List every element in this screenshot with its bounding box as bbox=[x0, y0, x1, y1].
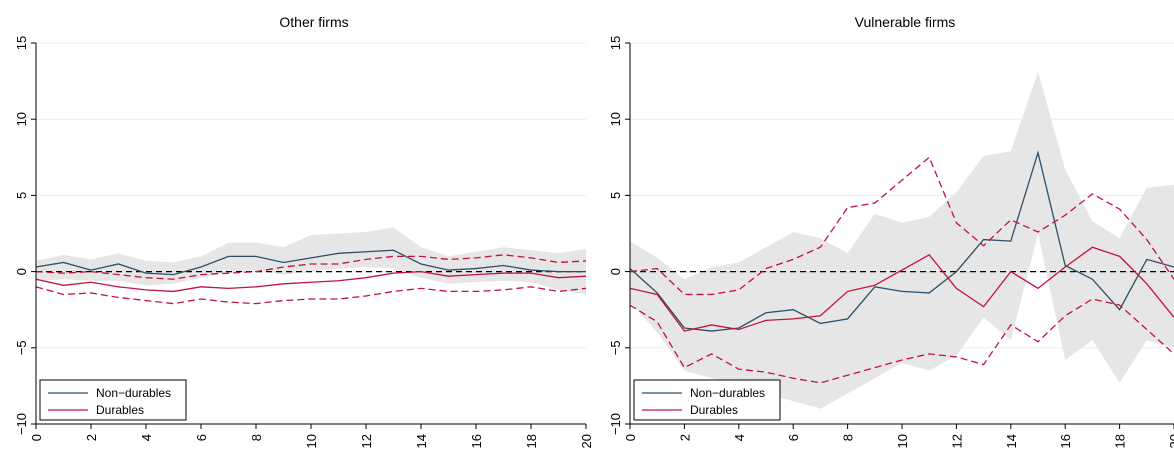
x-tick-label: 10 bbox=[304, 434, 319, 448]
plot-area bbox=[630, 71, 1174, 409]
legend: Non−durables Durables bbox=[39, 379, 187, 421]
legend: Non−durables Durables bbox=[633, 379, 781, 421]
x-tick-label: 4 bbox=[732, 434, 747, 441]
confidence-band bbox=[630, 71, 1174, 409]
x-tick-label: 18 bbox=[1113, 434, 1128, 448]
x-tick-label: 14 bbox=[1004, 434, 1019, 448]
x-tick-label: 4 bbox=[139, 434, 154, 441]
y-tick-label: 15 bbox=[14, 36, 29, 50]
x-tick-label: 18 bbox=[524, 434, 539, 448]
plot-area bbox=[36, 227, 586, 305]
x-tick-label: 2 bbox=[84, 434, 99, 441]
series-line-nondurables bbox=[36, 249, 586, 276]
legend-label-durables: Durables bbox=[690, 403, 738, 417]
y-tick-label: 0 bbox=[14, 268, 29, 275]
x-tick-label: 0 bbox=[29, 434, 44, 441]
y-tick-label: −5 bbox=[14, 340, 29, 355]
y-tick-label: 0 bbox=[608, 268, 623, 275]
series-line-durables-lower-band bbox=[630, 298, 1174, 384]
x-tick-label: 12 bbox=[949, 434, 964, 448]
y-tick-label: 15 bbox=[608, 36, 623, 50]
panel-title: Vulnerable firms bbox=[855, 14, 956, 30]
series-line-durables bbox=[36, 270, 586, 293]
confidence-band bbox=[36, 227, 586, 295]
legend-box bbox=[39, 379, 187, 421]
legend-label-nondurables: Non−durables bbox=[96, 386, 171, 400]
x-tick-label: 8 bbox=[841, 434, 856, 441]
series-line-durables-upper-band bbox=[630, 156, 1174, 296]
panel-2: −10 −5 0 5 10 15 0 2 4 6 8 10 12 14 16 18 20 Vulnerable f… bbox=[608, 14, 1174, 448]
x-tick-label: 16 bbox=[1058, 434, 1073, 448]
x-tick-label: 12 bbox=[359, 434, 374, 448]
y-tick-label: 10 bbox=[608, 112, 623, 126]
x-tick-label: 20 bbox=[579, 434, 594, 448]
x-tick-label: 6 bbox=[786, 434, 801, 441]
series-line-durables-upper-band bbox=[36, 254, 586, 280]
x-tick-label: 20 bbox=[1167, 434, 1174, 448]
series-line-nondurables bbox=[630, 150, 1174, 332]
legend-label-durables: Durables bbox=[96, 403, 144, 417]
x-tick-label: 8 bbox=[249, 434, 264, 441]
y-tick-label: −10 bbox=[14, 413, 29, 435]
panel-1: −10 −5 0 5 10 15 0 2 4 6 8 10 12 14 16 18 20 Other firms N… bbox=[14, 14, 594, 448]
series-line-durables-lower-band bbox=[36, 286, 586, 305]
x-tick-label: 16 bbox=[469, 434, 484, 448]
series-line-durables bbox=[630, 246, 1174, 332]
x-tick-label: 10 bbox=[895, 434, 910, 448]
x-tick-label: 6 bbox=[194, 434, 209, 441]
y-tick-label: 10 bbox=[14, 112, 29, 126]
x-tick-label: 0 bbox=[623, 434, 638, 441]
legend-label-nondurables: Non−durables bbox=[690, 386, 765, 400]
legend-box bbox=[633, 379, 781, 421]
y-tick-label: 5 bbox=[608, 192, 623, 199]
x-tick-label: 14 bbox=[414, 434, 429, 448]
x-tick-label: 2 bbox=[677, 434, 692, 441]
y-tick-label: −10 bbox=[608, 413, 623, 435]
y-tick-label: 5 bbox=[14, 192, 29, 199]
panel-title: Other firms bbox=[279, 14, 348, 30]
y-tick-label: −5 bbox=[608, 340, 623, 355]
